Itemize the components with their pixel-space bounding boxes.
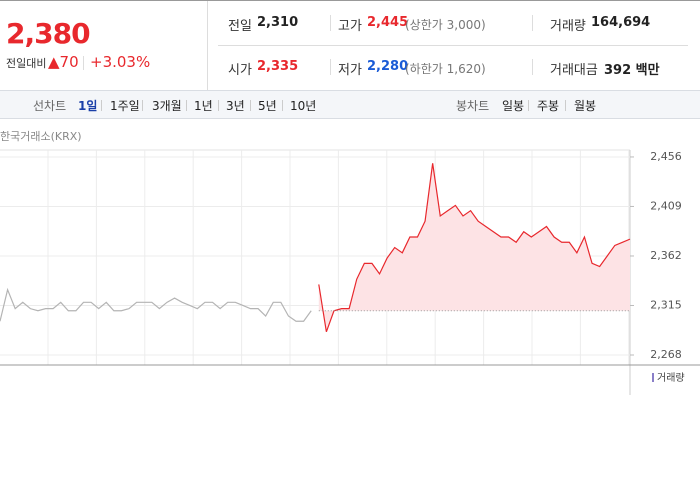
divider <box>565 100 566 111</box>
tab[interactable]: 1일 <box>78 99 98 113</box>
tab[interactable]: 5년 <box>258 99 277 113</box>
tab-bar: 선차트 봉차트 1일 1주일 3개월 1년 3년 5년 10년 일봉 주봉 월봉 <box>0 90 700 119</box>
stat-value: 2,280 <box>367 59 409 74</box>
stat-label: 시가 <box>228 63 252 78</box>
stat-label: 거래량 <box>550 19 586 34</box>
divider <box>83 56 84 70</box>
stat-label: 저가 <box>338 63 362 78</box>
divider <box>218 100 219 111</box>
divider <box>330 15 331 31</box>
divider <box>250 100 251 111</box>
divider <box>101 100 102 111</box>
tab[interactable]: 3년 <box>226 99 245 113</box>
y-tick-label: 2,456 <box>650 150 682 163</box>
y-tick-label: 2,315 <box>650 298 682 311</box>
tab[interactable]: 월봉 <box>574 99 597 113</box>
tab[interactable]: 3개월 <box>152 99 182 113</box>
stat-value: 164,694 <box>591 15 651 30</box>
divider <box>528 100 529 111</box>
y-tick-label: 2,362 <box>650 249 682 262</box>
volume-legend-swatch <box>652 373 654 382</box>
y-tick-label: 2,268 <box>650 348 682 361</box>
tab[interactable]: 1주일 <box>110 99 140 113</box>
divider <box>330 59 331 75</box>
stat-value: 2,445 <box>367 15 409 30</box>
quote-panel: 2,380 전일대비 ▲70 +3.03% 전일 2,310 고가 2,445 … <box>0 0 700 91</box>
tab-group-label: 봉차트 <box>456 99 490 113</box>
divider <box>207 1 208 91</box>
stat-value: 2,310 <box>257 15 299 30</box>
price-line <box>0 287 312 322</box>
y-tick-label: 2,409 <box>650 199 682 212</box>
tab-group-label: 선차트 <box>33 99 67 113</box>
divider <box>282 100 283 111</box>
volume-label: 거래량 <box>657 372 685 384</box>
stat-label: 전일 <box>228 19 252 34</box>
tab[interactable]: 주봉 <box>537 99 560 113</box>
stat-label: 고가 <box>338 19 362 34</box>
chart: 한국거래소(KRX) 2,268 2,315 2,362 2,409 2,456 거래량 <box>0 130 700 395</box>
divider <box>218 45 688 46</box>
change: ▲70 <box>48 53 79 71</box>
divider <box>532 15 533 31</box>
price-line <box>318 163 631 333</box>
divider <box>142 100 143 111</box>
stat-note: (하한가 1,620) <box>405 62 486 76</box>
price: 2,380 <box>6 17 91 50</box>
tab[interactable]: 일봉 <box>502 99 525 113</box>
change-label: 전일대비 <box>6 57 47 70</box>
tab[interactable]: 1년 <box>194 99 213 113</box>
stat-value: 392 백만 <box>604 63 660 78</box>
stat-label: 거래대금 <box>550 63 598 78</box>
area-fill <box>318 163 630 332</box>
divider <box>532 59 533 75</box>
tab[interactable]: 10년 <box>290 99 317 113</box>
source: 한국거래소(KRX) <box>0 130 82 143</box>
change-pct: +3.03% <box>90 53 151 71</box>
stat-note: (상한가 3,000) <box>405 18 486 32</box>
stat-value: 2,335 <box>257 59 299 74</box>
divider <box>186 100 187 111</box>
